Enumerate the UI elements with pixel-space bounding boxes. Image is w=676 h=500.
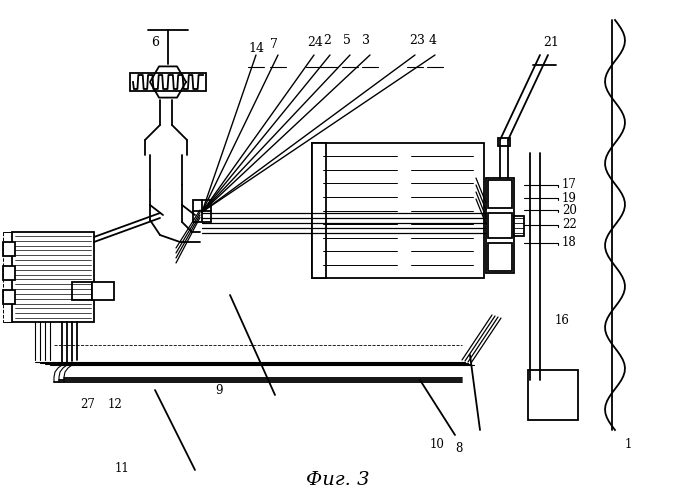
Text: 27: 27 <box>80 398 95 411</box>
Text: 14: 14 <box>248 42 264 54</box>
Text: 10: 10 <box>430 438 445 452</box>
Bar <box>3 242 15 256</box>
Bar <box>312 143 484 278</box>
Text: 19: 19 <box>562 192 577 204</box>
Bar <box>488 180 512 208</box>
Bar <box>498 138 510 146</box>
Text: 8: 8 <box>455 442 462 454</box>
Text: 5: 5 <box>343 34 351 46</box>
Text: 23: 23 <box>409 34 425 46</box>
Bar <box>488 243 512 271</box>
Text: Фиг. 3: Фиг. 3 <box>306 471 370 489</box>
Bar <box>3 266 15 280</box>
Bar <box>312 143 326 278</box>
Text: 1: 1 <box>625 438 632 452</box>
Bar <box>408 148 476 273</box>
Bar <box>514 216 524 236</box>
Bar <box>72 282 92 300</box>
Text: 7: 7 <box>270 38 278 52</box>
Text: 22: 22 <box>562 218 577 232</box>
Bar <box>320 148 400 273</box>
Text: 3: 3 <box>362 34 370 46</box>
Text: 12: 12 <box>108 398 123 411</box>
Text: 6: 6 <box>151 36 159 49</box>
Text: 24: 24 <box>307 36 323 49</box>
Text: 9: 9 <box>215 384 222 396</box>
Text: 16: 16 <box>555 314 570 326</box>
Bar <box>486 178 514 273</box>
Text: 21: 21 <box>543 36 559 49</box>
Text: 2: 2 <box>323 34 331 46</box>
Text: 4: 4 <box>429 34 437 46</box>
Text: 18: 18 <box>562 236 577 250</box>
Bar <box>130 73 206 91</box>
Bar <box>12 232 94 322</box>
Bar <box>193 200 211 222</box>
Bar <box>3 290 15 304</box>
Text: 20: 20 <box>562 204 577 216</box>
Bar <box>92 282 114 300</box>
Text: 11: 11 <box>115 462 130 474</box>
Bar <box>528 370 578 420</box>
Bar <box>488 213 512 238</box>
Text: 17: 17 <box>562 178 577 192</box>
